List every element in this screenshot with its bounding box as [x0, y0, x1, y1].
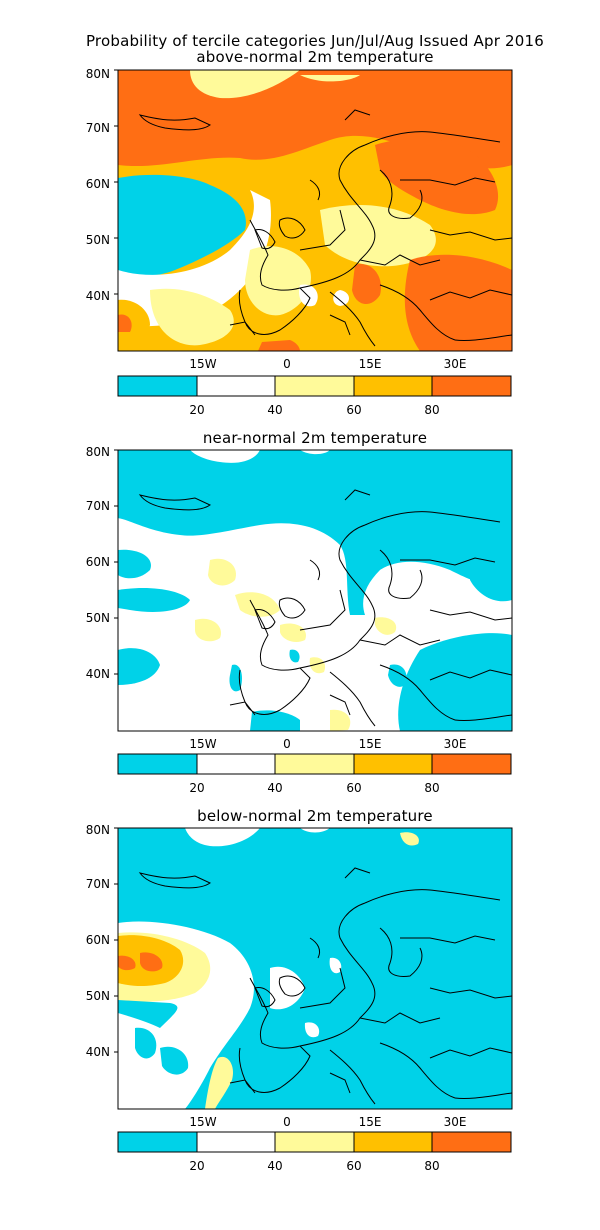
colorbar-below	[117, 1131, 512, 1153]
colorbar-tick: 40	[267, 403, 282, 417]
colorbar-bin	[275, 1132, 354, 1152]
lat-label: 50N	[86, 233, 110, 247]
lat-label: 40N	[86, 667, 110, 681]
panel-subtitle-above: above-normal 2m temperature	[196, 48, 434, 66]
lon-label: 15W	[189, 737, 216, 751]
lat-label: 80N	[86, 67, 110, 81]
probability-field-near	[118, 450, 512, 731]
lat-label: 80N	[86, 823, 110, 837]
map-svg-above: 80N 70N 60N 50N 40N 15W 0 15E 30E 20 40 …	[86, 67, 513, 417]
lat-ticks-below	[114, 827, 118, 1053]
lon-label: 0	[283, 357, 291, 371]
lon-label: 15E	[359, 737, 382, 751]
colorbar-near	[117, 753, 512, 775]
map-svg-below: 80N 70N 60N 50N 40N 15W 0 15E 30E 20 40 …	[86, 823, 513, 1173]
coastlines-above	[138, 109, 512, 347]
colorbar-bin	[354, 376, 432, 396]
colorbar-bin	[432, 1132, 511, 1152]
lat-label: 80N	[86, 445, 110, 459]
lat-label: 50N	[86, 989, 110, 1003]
colorbar-tick: 60	[346, 403, 361, 417]
colorbar-bin	[354, 1132, 432, 1152]
colorbar-tick: 80	[424, 1159, 439, 1173]
probability-field-above	[118, 70, 512, 351]
colorbar-tick: 40	[267, 1159, 282, 1173]
coastlines-near	[138, 489, 512, 727]
lon-label: 15E	[359, 357, 382, 371]
lon-label: 30E	[444, 1115, 467, 1129]
colorbar-above	[117, 375, 512, 397]
map-panel-near: 80N 70N 60N 50N 40N 15W 0 15E 30E 20 40 …	[0, 440, 600, 800]
lat-ticks-above	[114, 69, 118, 295]
lat-label: 60N	[86, 555, 110, 569]
map-svg-near: 80N 70N 60N 50N 40N 15W 0 15E 30E 20 40 …	[86, 445, 513, 795]
lon-label: 0	[283, 1115, 291, 1129]
coastlines-below	[138, 867, 512, 1105]
colorbar-bin	[354, 754, 432, 774]
colorbar-tick: 20	[189, 403, 204, 417]
colorbar-bin	[118, 376, 197, 396]
panel-subtitle-near: near-normal 2m temperature	[202, 429, 428, 447]
lat-label: 70N	[86, 499, 110, 513]
colorbar-tick: 20	[189, 781, 204, 795]
lat-label: 70N	[86, 877, 110, 891]
colorbar-bin	[432, 376, 511, 396]
lon-label: 15W	[189, 357, 216, 371]
lat-label: 60N	[86, 177, 110, 191]
lon-label: 30E	[444, 737, 467, 751]
colorbar-tick: 60	[346, 1159, 361, 1173]
lon-label: 0	[283, 737, 291, 751]
colorbar-bin	[118, 754, 197, 774]
map-frame-above	[117, 69, 513, 352]
colorbar-bin	[275, 754, 354, 774]
colorbar-bin	[432, 754, 511, 774]
probability-field-below	[118, 828, 512, 1109]
colorbar-bin	[197, 376, 275, 396]
map-frame-below	[117, 827, 513, 1110]
lon-label: 15W	[189, 1115, 216, 1129]
colorbar-tick: 80	[424, 403, 439, 417]
map-panel-below: 80N 70N 60N 50N 40N 15W 0 15E 30E 20 40 …	[0, 818, 600, 1178]
lat-ticks-near	[114, 449, 118, 675]
lat-label: 60N	[86, 933, 110, 947]
colorbar-tick: 60	[346, 781, 361, 795]
map-panel-above: 80N 70N 60N 50N 40N 15W 0 15E 30E 20 40 …	[0, 60, 600, 420]
colorbar-bin	[197, 1132, 275, 1152]
figure-title: Probability of tercile categories Jun/Ju…	[85, 32, 545, 50]
map-frame-near	[117, 449, 513, 732]
lat-label: 40N	[86, 289, 110, 303]
colorbar-bin	[118, 1132, 197, 1152]
panel-subtitle-below: below-normal 2m temperature	[197, 807, 433, 825]
lat-label: 40N	[86, 1045, 110, 1059]
colorbar-bin	[275, 376, 354, 396]
lon-label: 15E	[359, 1115, 382, 1129]
lon-label: 30E	[444, 357, 467, 371]
colorbar-tick: 80	[424, 781, 439, 795]
lat-label: 70N	[86, 121, 110, 135]
colorbar-tick: 20	[189, 1159, 204, 1173]
colorbar-bin	[197, 754, 275, 774]
lat-label: 50N	[86, 611, 110, 625]
colorbar-tick: 40	[267, 781, 282, 795]
